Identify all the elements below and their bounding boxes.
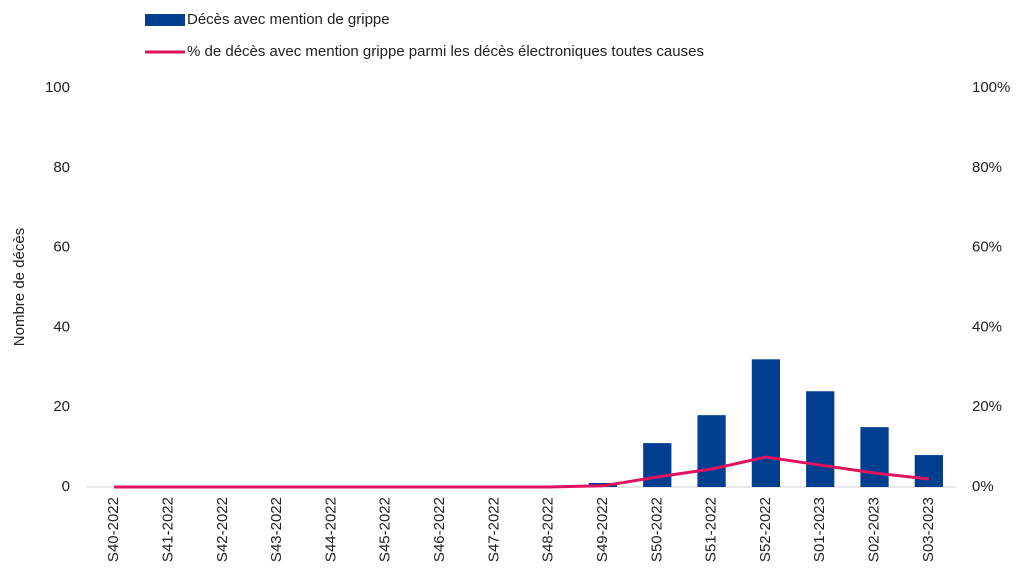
legend-label: % de décès avec mention grippe parmi les…	[187, 43, 704, 60]
y-tick-label: 80	[53, 159, 70, 176]
y-tick-label: 20	[53, 398, 70, 415]
x-tick-label: S42-2022	[214, 497, 231, 562]
y-axis-label: Nombre de décès	[11, 228, 28, 346]
line	[114, 455, 930, 489]
y2-tick-label: 40%	[972, 318, 1002, 335]
x-tick-label: S01-2023	[811, 497, 828, 562]
x-tick-label: S03-2023	[920, 497, 937, 562]
y2-tick-label: 0%	[972, 478, 994, 495]
bar	[860, 427, 889, 487]
bar	[751, 359, 781, 487]
y2-tick-label: 80%	[972, 159, 1002, 176]
x-tick-label: S44-2022	[322, 497, 339, 562]
x-tick-label: S43-2022	[268, 497, 285, 562]
bar	[806, 391, 835, 487]
x-tick-label: S45-2022	[377, 497, 394, 562]
x-tick-label: S02-2023	[866, 497, 883, 562]
legend-label: Décès avec mention de grippe	[187, 11, 390, 28]
y2-tick-label: 100%	[972, 79, 1010, 96]
x-tick-label: S49-2022	[594, 497, 611, 562]
bar	[697, 415, 726, 487]
y-tick-label: 0	[62, 478, 70, 495]
y-tick-label: 60	[53, 239, 70, 256]
x-tick-label: S51-2022	[703, 497, 720, 562]
x-tick-label: S47-2022	[485, 497, 502, 562]
x-tick-label: S50-2022	[648, 497, 665, 562]
x-tick-label: S41-2022	[159, 497, 176, 562]
x-tick-label: S46-2022	[431, 497, 448, 562]
y-tick-label: 40	[53, 318, 70, 335]
bar	[914, 455, 943, 487]
y2-tick-label: 20%	[972, 398, 1002, 415]
y-tick-label: 100	[45, 79, 70, 96]
bar	[643, 443, 672, 487]
y2-tick-label: 60%	[972, 239, 1002, 256]
legend-swatch	[145, 14, 185, 26]
x-tick-label: S48-2022	[540, 497, 557, 562]
x-tick-label: S52-2022	[757, 497, 774, 562]
x-tick-label: S40-2022	[105, 497, 122, 562]
